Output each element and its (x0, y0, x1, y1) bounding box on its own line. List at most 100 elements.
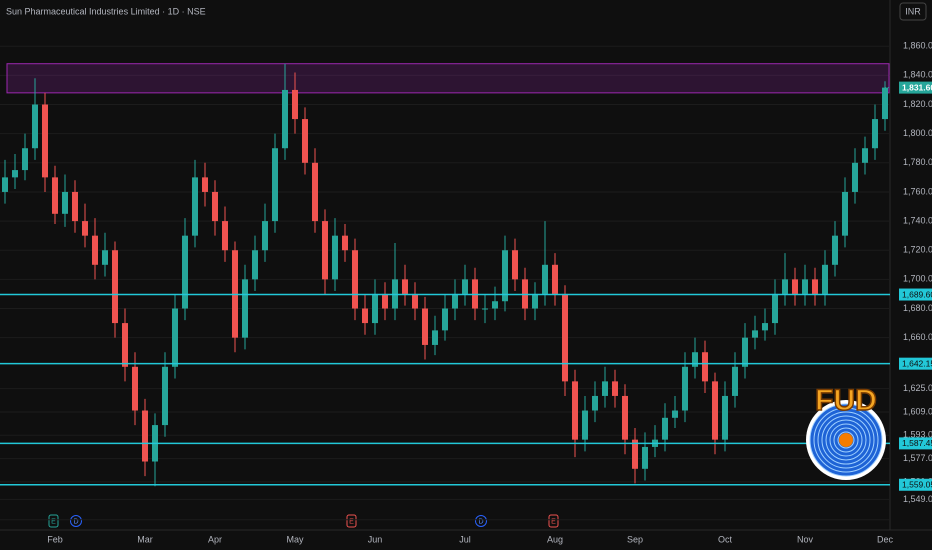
candle-body (422, 308, 428, 345)
level-label-bg (899, 288, 932, 301)
candle-body (582, 410, 588, 440)
candle-body (132, 366, 138, 411)
candle-body (772, 293, 778, 324)
candle-body (332, 235, 338, 280)
candle-body (802, 279, 808, 294)
y-tick-label: 1,680.00 (903, 303, 932, 313)
y-tick-label: 1,549.00 (903, 494, 932, 504)
candle-body (572, 381, 578, 440)
y-tick-label: 1,760.00 (903, 186, 932, 196)
event-label[interactable]: D (73, 518, 78, 525)
currency-button[interactable] (899, 2, 927, 21)
candle-body (702, 352, 708, 382)
x-tick-label: Apr (208, 534, 222, 544)
candle-body (312, 162, 318, 222)
candle-body (252, 250, 258, 280)
candle-body (822, 264, 828, 294)
candle-body (22, 148, 28, 171)
badge-label: FUD (815, 384, 877, 417)
badge-core (839, 433, 853, 447)
candle-body (172, 308, 178, 367)
event-marker[interactable] (48, 514, 59, 528)
candle-body (92, 235, 98, 265)
candle-body (32, 104, 38, 149)
candle-body (42, 104, 48, 178)
currency-label[interactable]: INR (905, 6, 921, 16)
x-tick-label: Nov (797, 534, 814, 544)
y-tick-label: 1,740.00 (903, 215, 932, 225)
event-label[interactable]: E (551, 518, 556, 525)
y-tick-label: 1,625.00 (903, 383, 932, 393)
candle-body (442, 308, 448, 331)
y-tick-label: 1,820.00 (903, 99, 932, 109)
event-marker[interactable] (475, 515, 487, 527)
candle-body (142, 410, 148, 462)
candle-body (742, 337, 748, 367)
candle-body (752, 330, 758, 338)
candle-body (692, 352, 698, 367)
candle-body (562, 293, 568, 382)
y-tick-label: 1,577.00 (903, 453, 932, 463)
candle-body (632, 439, 638, 469)
level-label: 1,559.05 (902, 480, 932, 490)
candle-body (212, 191, 218, 222)
candle-body (782, 279, 788, 294)
candle-body (382, 293, 388, 309)
y-tick-label: 1,593.00 (903, 430, 932, 440)
badge-ring (837, 431, 855, 449)
candle-body (62, 191, 68, 214)
event-marker[interactable] (548, 514, 559, 528)
y-tick-label: 1,840.00 (903, 70, 932, 80)
candle-body (262, 221, 268, 251)
candle-body (602, 381, 608, 396)
x-tick-label: Feb (47, 534, 63, 544)
x-tick-label: Sep (627, 534, 643, 544)
candle-body (592, 395, 598, 411)
event-marker[interactable] (346, 514, 357, 528)
x-tick-label: May (286, 534, 304, 544)
events: E D E D E (48, 514, 559, 528)
badge-ring (829, 423, 863, 457)
event-label[interactable]: E (349, 518, 354, 525)
candle-body (282, 89, 288, 149)
last-price-label: 1,831.60 (902, 82, 932, 92)
candle-body (552, 264, 558, 294)
candle-body (122, 323, 128, 367)
event-label[interactable]: E (51, 518, 56, 525)
candle-body (482, 308, 488, 310)
candle-body (792, 279, 798, 294)
y-tick-label: 1,720.00 (903, 245, 932, 255)
candle-body (402, 279, 408, 294)
candle-body (112, 250, 118, 324)
candle-body (292, 89, 298, 120)
candle-body (322, 221, 328, 280)
x-tick-label: Jul (459, 534, 471, 544)
level-label-bg (899, 357, 932, 370)
candle-body (532, 293, 538, 309)
event-marker[interactable] (70, 515, 82, 527)
candle-body (222, 221, 228, 251)
candle-body (882, 87, 888, 120)
candle-body (642, 446, 648, 469)
candle-body (372, 293, 378, 324)
badge-ring (825, 419, 867, 461)
x-tick-label: Jun (368, 534, 383, 544)
candle-body (682, 366, 688, 411)
event-label[interactable]: D (478, 518, 483, 525)
candle-body (842, 191, 848, 236)
chart-title: Sun Pharmaceutical Industries Limited · … (6, 6, 206, 16)
y-tick-label: 1,660.00 (903, 332, 932, 342)
y-tick-label: 1,700.00 (903, 274, 932, 284)
candle-body (242, 279, 248, 338)
candle-body (302, 119, 308, 163)
candle-body (492, 301, 498, 309)
candle-body (182, 235, 188, 309)
candle-body (542, 264, 548, 294)
level-label-bg (899, 437, 932, 450)
candle-body (452, 293, 458, 309)
candle-body (192, 177, 198, 236)
badge-ring (833, 427, 859, 453)
candle-body (2, 177, 8, 192)
